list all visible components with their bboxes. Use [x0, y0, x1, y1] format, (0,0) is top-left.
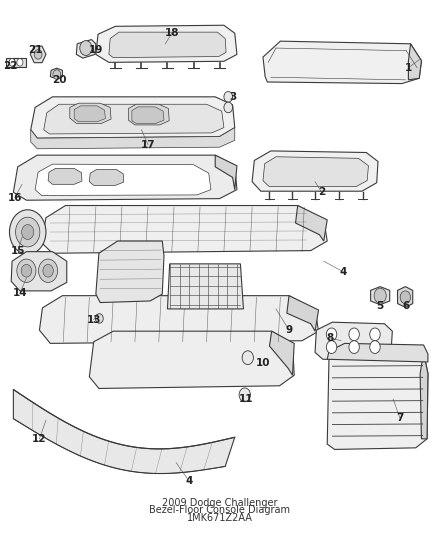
Circle shape [21, 224, 34, 239]
Text: 1MK671Z2AA: 1MK671Z2AA [187, 513, 253, 523]
Text: 4: 4 [339, 267, 347, 277]
Text: 12: 12 [32, 434, 47, 444]
Polygon shape [44, 104, 224, 134]
Polygon shape [327, 351, 428, 449]
Polygon shape [109, 32, 226, 58]
Text: 7: 7 [396, 413, 403, 423]
Polygon shape [398, 287, 413, 308]
Polygon shape [167, 264, 244, 309]
Circle shape [16, 217, 40, 247]
Polygon shape [50, 68, 63, 79]
Text: Bezel-Floor Console Diagram: Bezel-Floor Console Diagram [149, 505, 290, 515]
Text: 15: 15 [11, 246, 25, 256]
Circle shape [239, 388, 251, 402]
Text: 11: 11 [238, 394, 253, 404]
Polygon shape [35, 164, 211, 196]
Polygon shape [31, 127, 235, 149]
Circle shape [43, 264, 53, 277]
Circle shape [39, 259, 58, 282]
Polygon shape [74, 106, 106, 122]
Text: 2009 Dodge Challenger: 2009 Dodge Challenger [162, 498, 277, 508]
Polygon shape [252, 151, 378, 191]
Text: 3: 3 [229, 92, 236, 102]
Polygon shape [42, 206, 327, 253]
Polygon shape [31, 97, 235, 138]
Text: 5: 5 [377, 301, 384, 311]
Polygon shape [89, 331, 294, 389]
Polygon shape [263, 41, 421, 84]
Circle shape [326, 328, 337, 341]
Polygon shape [6, 58, 18, 67]
Polygon shape [96, 241, 164, 303]
Text: 18: 18 [165, 28, 179, 38]
Circle shape [370, 341, 380, 353]
Circle shape [95, 314, 103, 323]
Polygon shape [48, 168, 82, 184]
Polygon shape [14, 155, 237, 200]
Text: 8: 8 [327, 333, 334, 343]
Circle shape [349, 341, 359, 353]
Text: 2: 2 [318, 187, 325, 197]
Polygon shape [371, 287, 390, 305]
Polygon shape [408, 44, 421, 80]
Polygon shape [215, 155, 237, 190]
Circle shape [242, 351, 254, 365]
Polygon shape [420, 352, 428, 439]
Circle shape [17, 259, 36, 282]
Text: 20: 20 [52, 75, 66, 85]
Polygon shape [315, 322, 392, 359]
Text: 1: 1 [405, 63, 412, 72]
Circle shape [374, 288, 386, 303]
Polygon shape [287, 296, 318, 331]
Text: 21: 21 [28, 45, 42, 55]
Text: 9: 9 [286, 325, 293, 335]
Polygon shape [269, 331, 294, 375]
Polygon shape [30, 46, 46, 63]
Polygon shape [39, 296, 318, 343]
Polygon shape [11, 252, 67, 291]
Circle shape [17, 59, 23, 66]
Circle shape [370, 328, 380, 341]
Polygon shape [96, 25, 237, 62]
Circle shape [326, 341, 337, 353]
Text: 16: 16 [7, 192, 22, 203]
Polygon shape [14, 58, 26, 67]
Circle shape [349, 328, 359, 341]
Circle shape [224, 102, 233, 113]
Circle shape [10, 210, 46, 254]
Polygon shape [263, 157, 368, 187]
Text: 6: 6 [403, 301, 410, 311]
Text: 22: 22 [3, 61, 18, 71]
Polygon shape [132, 107, 164, 123]
Polygon shape [89, 169, 124, 185]
Circle shape [53, 70, 61, 79]
Text: 13: 13 [86, 314, 101, 325]
Polygon shape [76, 39, 96, 58]
Text: 4: 4 [186, 477, 193, 486]
Circle shape [400, 291, 410, 304]
Polygon shape [70, 103, 111, 123]
Text: 14: 14 [13, 288, 27, 298]
Polygon shape [128, 104, 169, 125]
Text: 17: 17 [141, 140, 155, 150]
Text: 10: 10 [256, 358, 270, 368]
Text: 19: 19 [88, 45, 103, 55]
Polygon shape [296, 206, 327, 241]
Circle shape [21, 264, 32, 277]
Polygon shape [327, 343, 428, 362]
Circle shape [34, 50, 42, 59]
Polygon shape [14, 390, 235, 473]
Circle shape [224, 92, 233, 102]
Circle shape [80, 41, 92, 55]
Circle shape [9, 59, 15, 66]
